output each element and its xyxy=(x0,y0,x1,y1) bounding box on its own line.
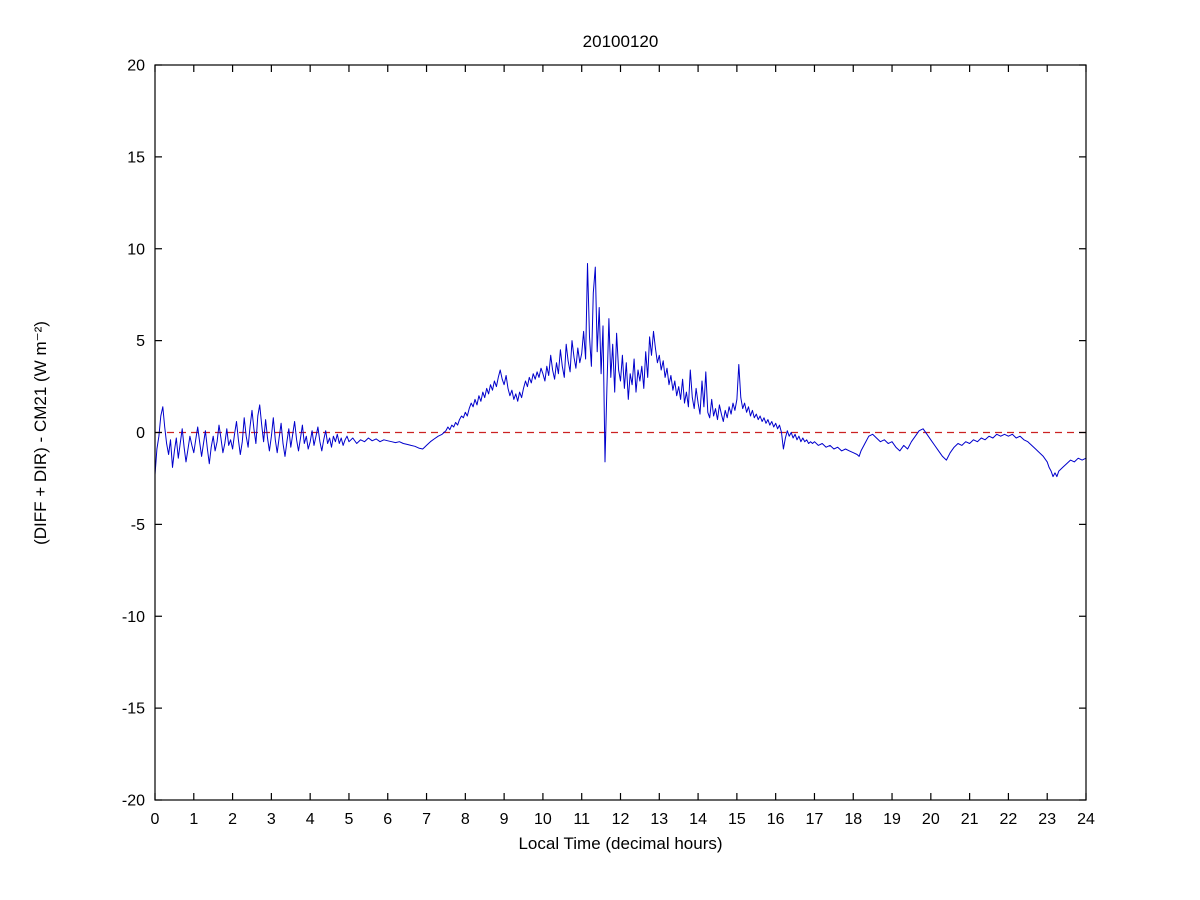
x-tick-label: 8 xyxy=(461,811,470,828)
x-tick-label: 16 xyxy=(767,811,785,828)
x-tick-label: 3 xyxy=(267,811,276,828)
x-tick-label: 1 xyxy=(189,811,198,828)
y-tick-label: 20 xyxy=(127,58,145,75)
y-tick-label: 5 xyxy=(136,333,145,350)
x-tick-label: 5 xyxy=(345,811,354,828)
x-tick-label: 24 xyxy=(1077,811,1095,828)
x-tick-label: 15 xyxy=(728,811,746,828)
x-tick-label: 22 xyxy=(1000,811,1018,828)
x-tick-label: 14 xyxy=(689,811,707,828)
x-tick-label: 17 xyxy=(806,811,824,828)
y-tick-label: -20 xyxy=(122,793,145,810)
x-tick-label: 11 xyxy=(573,811,590,828)
x-tick-label: 13 xyxy=(650,811,668,828)
x-tick-label: 20 xyxy=(922,811,940,828)
y-tick-label: -15 xyxy=(122,701,145,718)
x-tick-label: 21 xyxy=(961,811,979,828)
x-tick-label: 6 xyxy=(383,811,392,828)
chart-title: 20100120 xyxy=(582,32,659,51)
x-tick-label: 9 xyxy=(500,811,509,828)
x-tick-label: 23 xyxy=(1038,811,1056,828)
y-tick-label: -10 xyxy=(122,609,145,626)
x-tick-label: 7 xyxy=(422,811,431,828)
x-axis-label: Local Time (decimal hours) xyxy=(518,834,723,853)
data-series-line xyxy=(154,263,1087,478)
y-tick-label: 15 xyxy=(127,149,145,166)
x-tick-label: 0 xyxy=(151,811,160,828)
x-tick-label: 18 xyxy=(844,811,862,828)
y-tick-label: -5 xyxy=(131,517,145,534)
x-tick-label: 2 xyxy=(228,811,237,828)
y-tick-label: 10 xyxy=(127,241,145,258)
axes-box xyxy=(154,64,1087,801)
x-tick-label: 4 xyxy=(306,811,315,828)
x-tick-label: 19 xyxy=(883,811,901,828)
x-tick-label: 10 xyxy=(534,811,552,828)
y-tick-label: 0 xyxy=(136,425,145,442)
x-tick-label: 12 xyxy=(612,811,630,828)
